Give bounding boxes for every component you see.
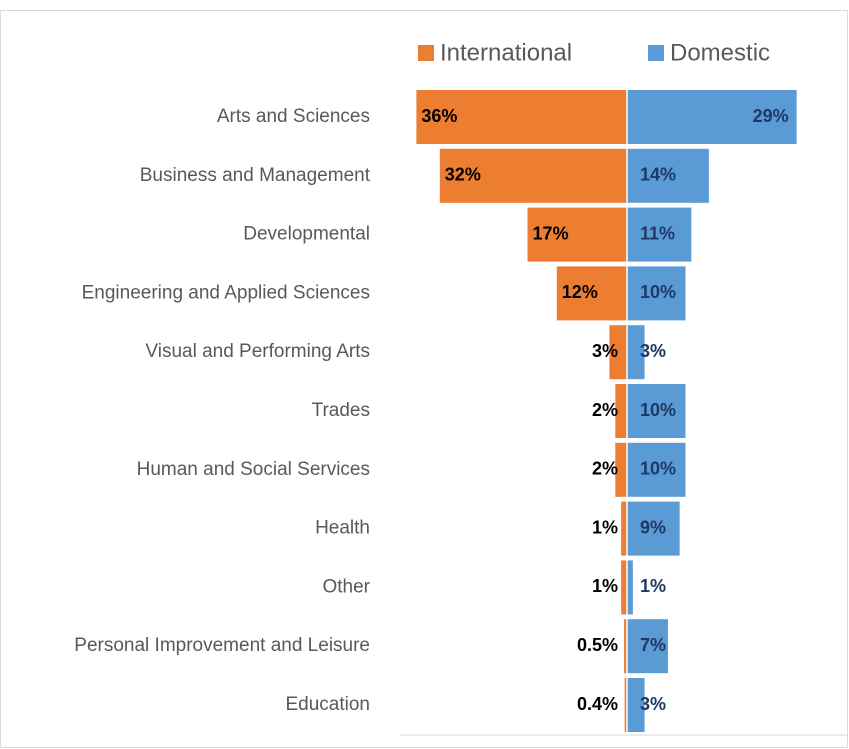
category-label: Engineering and Applied Sciences: [82, 282, 370, 303]
legend-swatch: [648, 45, 664, 61]
bar: [615, 442, 627, 497]
value-label: 7%: [640, 635, 666, 655]
category-label: Visual and Performing Arts: [145, 341, 370, 362]
value-label: 36%: [421, 106, 457, 126]
bar: [615, 384, 627, 438]
value-label: 10%: [640, 459, 676, 479]
value-label: 2%: [592, 400, 618, 420]
value-label: 3%: [640, 694, 666, 714]
value-label: 14%: [640, 165, 676, 185]
value-label: 1%: [640, 576, 666, 596]
bar: [416, 90, 627, 144]
category-label: Developmental: [243, 224, 370, 245]
bar: [627, 148, 709, 203]
bar: [556, 266, 627, 321]
category-label: Education: [285, 694, 370, 715]
value-label: 10%: [640, 282, 676, 302]
bar: [627, 442, 686, 497]
value-label: 3%: [592, 341, 618, 361]
value-label: 29%: [753, 106, 789, 126]
legend-label: Domestic: [670, 39, 770, 66]
bar: [609, 325, 627, 380]
bar: [627, 384, 686, 438]
bar: [627, 325, 645, 380]
value-label: 10%: [640, 400, 676, 420]
chart-frame: [0, 10, 848, 748]
value-label: 32%: [445, 165, 481, 185]
category-label: Human and Social Services: [137, 459, 370, 480]
category-label: Arts and Sciences: [217, 106, 370, 127]
bar: [621, 560, 627, 615]
value-label: 11%: [640, 223, 675, 243]
value-label: 3%: [640, 341, 666, 361]
value-label: 0.4%: [577, 694, 618, 714]
bar: [627, 90, 797, 144]
category-label: Personal Improvement and Leisure: [74, 635, 370, 656]
bar: [527, 207, 627, 262]
bar: [624, 619, 627, 674]
category-label: Other: [322, 576, 370, 597]
bar: [624, 678, 627, 732]
bar: [627, 678, 645, 732]
bar: [627, 207, 692, 262]
bar: [621, 501, 627, 556]
bar: [627, 560, 633, 615]
category-label: Trades: [312, 400, 370, 421]
legend-label: International: [440, 39, 572, 66]
value-label: 17%: [533, 223, 569, 243]
value-label: 1%: [592, 576, 618, 596]
value-label: 9%: [640, 517, 666, 537]
value-label: 1%: [592, 517, 618, 537]
value-label: 2%: [592, 459, 618, 479]
value-label: 12%: [562, 282, 598, 302]
bar: [627, 619, 668, 674]
value-label: 0.5%: [577, 635, 618, 655]
bar: [627, 266, 686, 321]
bar: [627, 501, 680, 556]
legend-swatch: [418, 45, 434, 61]
bar: [439, 148, 627, 203]
category-label: Health: [315, 518, 370, 539]
category-label: Business and Management: [140, 165, 371, 186]
